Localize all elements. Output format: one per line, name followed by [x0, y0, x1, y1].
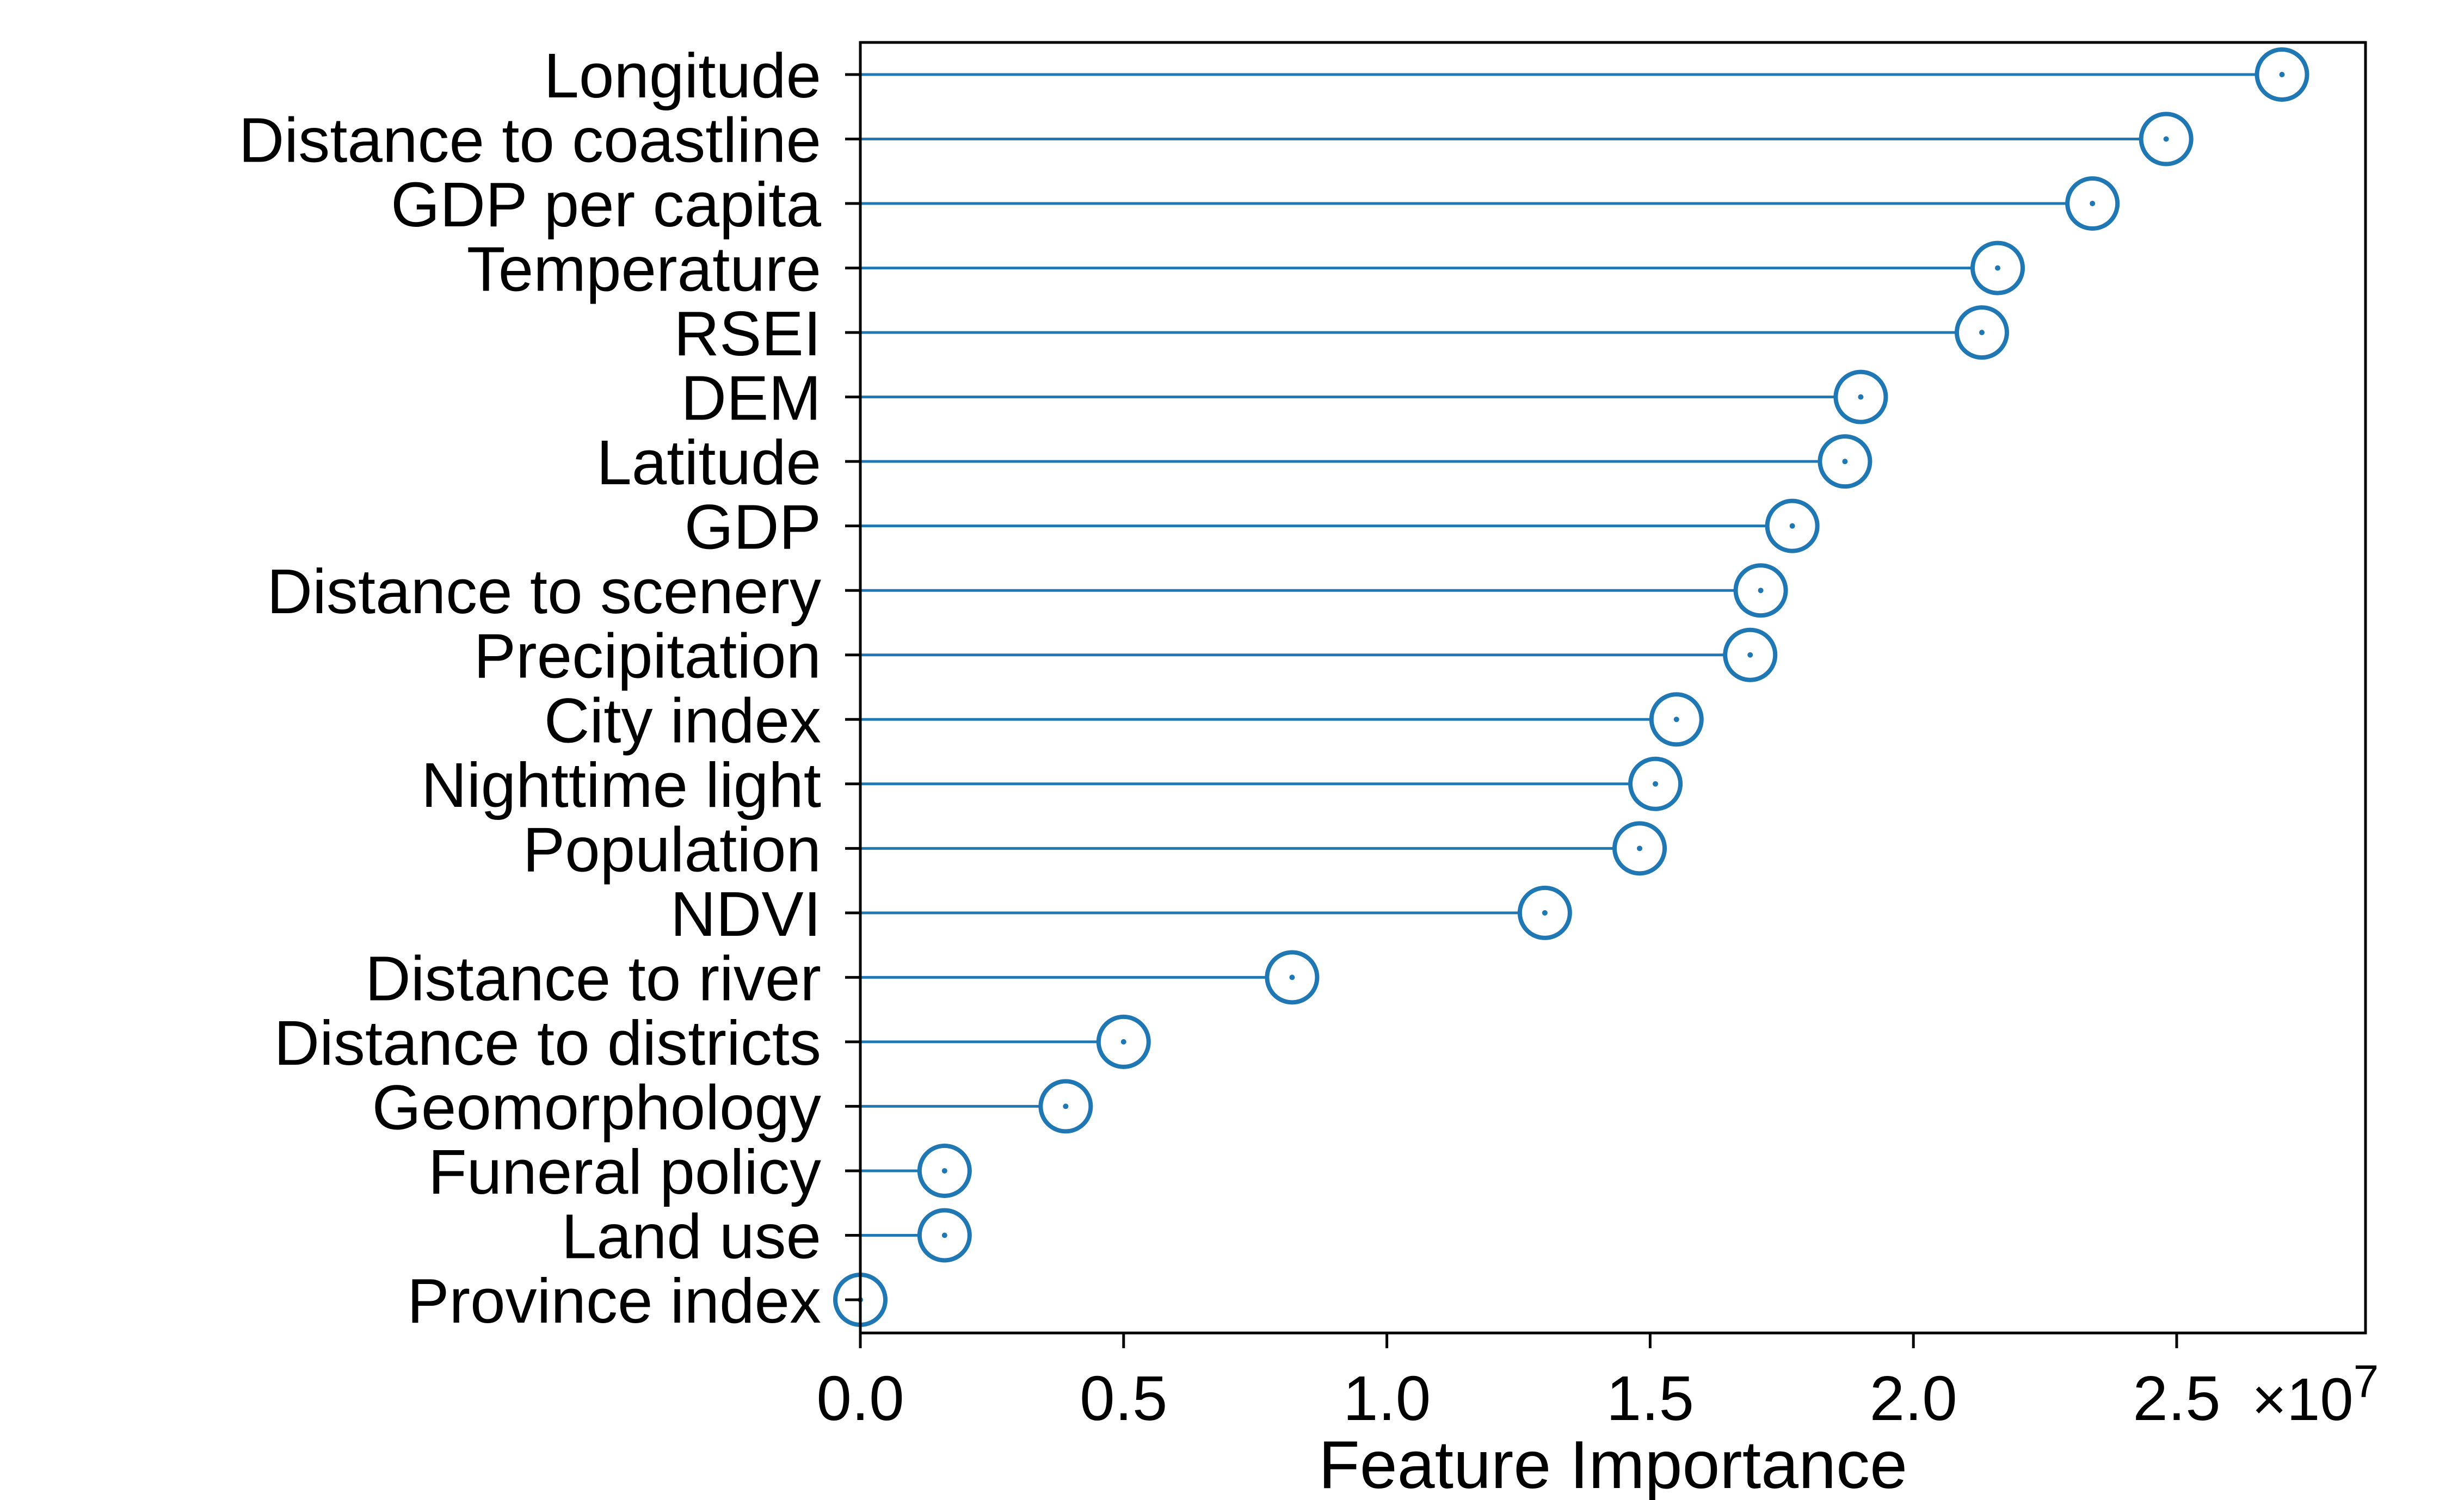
y-tick-label-11: Nighttime light — [421, 750, 821, 820]
x-tick-label-2: 1.0 — [1343, 1363, 1431, 1434]
marker-dot-2 — [2090, 201, 2096, 207]
y-tick-label-0: Longitude — [544, 40, 821, 111]
marker-dot-4 — [1979, 330, 1985, 336]
x-tick-label-5: 2.5 — [2133, 1363, 2220, 1434]
x-exponent-power: 7 — [2354, 1356, 2379, 1407]
y-tick-label-12: Population — [523, 814, 821, 885]
marker-dot-0 — [2279, 72, 2285, 77]
x-axis-label: Feature Importance — [1319, 1428, 1907, 1500]
y-tick-label-6: Latitude — [596, 427, 821, 498]
y-tick-label-13: NDVI — [670, 879, 821, 949]
y-tick-label-18: Land use — [562, 1201, 821, 1271]
y-tick-label-19: Province index — [407, 1266, 821, 1336]
marker-dot-15 — [1120, 1039, 1126, 1045]
stems-layer — [860, 73, 2282, 1237]
marker-dot-16 — [1063, 1103, 1069, 1109]
y-tick-label-4: RSEI — [674, 298, 821, 369]
x-exponent-base: ×10 — [2252, 1366, 2354, 1433]
y-tick-label-17: Funeral policy — [428, 1137, 821, 1207]
x-tick-label-0: 0.0 — [816, 1363, 904, 1434]
y-tick-label-15: Distance to districts — [274, 1008, 821, 1078]
x-tick-label-3: 1.5 — [1606, 1363, 1694, 1434]
y-tick-label-2: GDP per capita — [391, 169, 821, 240]
marker-dot-7 — [1789, 523, 1795, 529]
marker-dot-13 — [1542, 910, 1548, 916]
marker-dot-5 — [1858, 394, 1864, 400]
marker-dot-17 — [941, 1168, 947, 1174]
y-tick-label-7: GDP — [685, 492, 821, 563]
plot-frame — [859, 41, 2367, 1335]
marker-dot-11 — [1653, 781, 1659, 787]
marker-dot-1 — [2163, 136, 2169, 142]
x-axis: 0.0 0.5 1.0 1.5 2.0 2.5 — [816, 1333, 2221, 1434]
marker-dot-3 — [1995, 265, 2001, 271]
marker-dot-14 — [1289, 974, 1295, 980]
marker-dot-9 — [1747, 652, 1753, 658]
y-tick-label-16: Geomorphology — [372, 1072, 821, 1143]
y-tick-label-1: Distance to coastline — [239, 105, 821, 176]
marker-dot-18 — [941, 1232, 947, 1238]
marker-dot-8 — [1758, 588, 1764, 594]
y-tick-label-5: DEM — [681, 363, 821, 434]
markers-layer — [833, 47, 2309, 1327]
marker-dot-12 — [1637, 845, 1643, 851]
y-tick-label-9: Precipitation — [474, 621, 821, 692]
y-tick-label-10: City index — [544, 685, 821, 756]
marker-dot-10 — [1673, 717, 1679, 723]
x-tick-label-1: 0.5 — [1080, 1363, 1167, 1434]
x-tick-label-4: 2.0 — [1870, 1363, 1957, 1434]
y-tick-label-14: Distance to river — [365, 943, 821, 1014]
y-tick-label-8: Distance to scenery — [267, 556, 821, 627]
marker-dot-6 — [1842, 459, 1848, 465]
x-axis-exponent: ×107 — [2252, 1356, 2379, 1433]
y-tick-label-3: Temperature — [467, 234, 821, 305]
